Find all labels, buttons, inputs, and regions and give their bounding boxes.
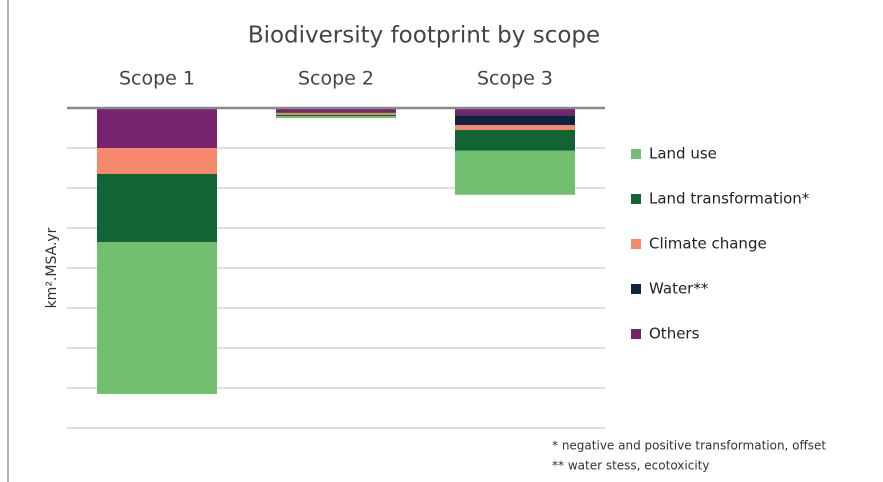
bar-segment xyxy=(97,174,217,242)
y-axis-label: km².MSA.yr xyxy=(44,227,60,308)
bar-segment xyxy=(455,115,575,126)
bar-segment xyxy=(455,125,575,130)
bar-segment xyxy=(97,242,217,394)
category-label: Scope 1 xyxy=(119,68,195,90)
bar-segment xyxy=(455,108,575,116)
footnote: ** water stess, ecotoxicity xyxy=(552,459,709,473)
category-label: Scope 3 xyxy=(477,68,553,90)
legend-swatch xyxy=(631,194,641,204)
bar-segment xyxy=(97,148,217,174)
bar-segment xyxy=(276,112,396,113)
bar-segment xyxy=(276,116,396,118)
legend-label: Climate change xyxy=(649,235,767,253)
bar-segment xyxy=(276,108,396,112)
bar-segment xyxy=(455,150,575,195)
category-label: Scope 2 xyxy=(298,68,374,90)
legend-swatch xyxy=(631,239,641,249)
legend-swatch xyxy=(631,284,641,294)
legend-label: Land use xyxy=(649,145,717,163)
legend-swatch xyxy=(631,149,641,159)
bar-segment xyxy=(455,130,575,151)
legend-label: Land transformation* xyxy=(649,190,810,208)
legend-label: Others xyxy=(649,325,700,343)
bar-segment xyxy=(276,112,396,115)
legend-label: Water** xyxy=(649,280,709,298)
footnote: * negative and positive transformation, … xyxy=(552,439,826,453)
chart-title: Biodiversity footprint by scope xyxy=(248,23,600,49)
bar-segment xyxy=(97,108,217,148)
legend-swatch xyxy=(631,329,641,339)
bar-segment xyxy=(276,114,396,116)
